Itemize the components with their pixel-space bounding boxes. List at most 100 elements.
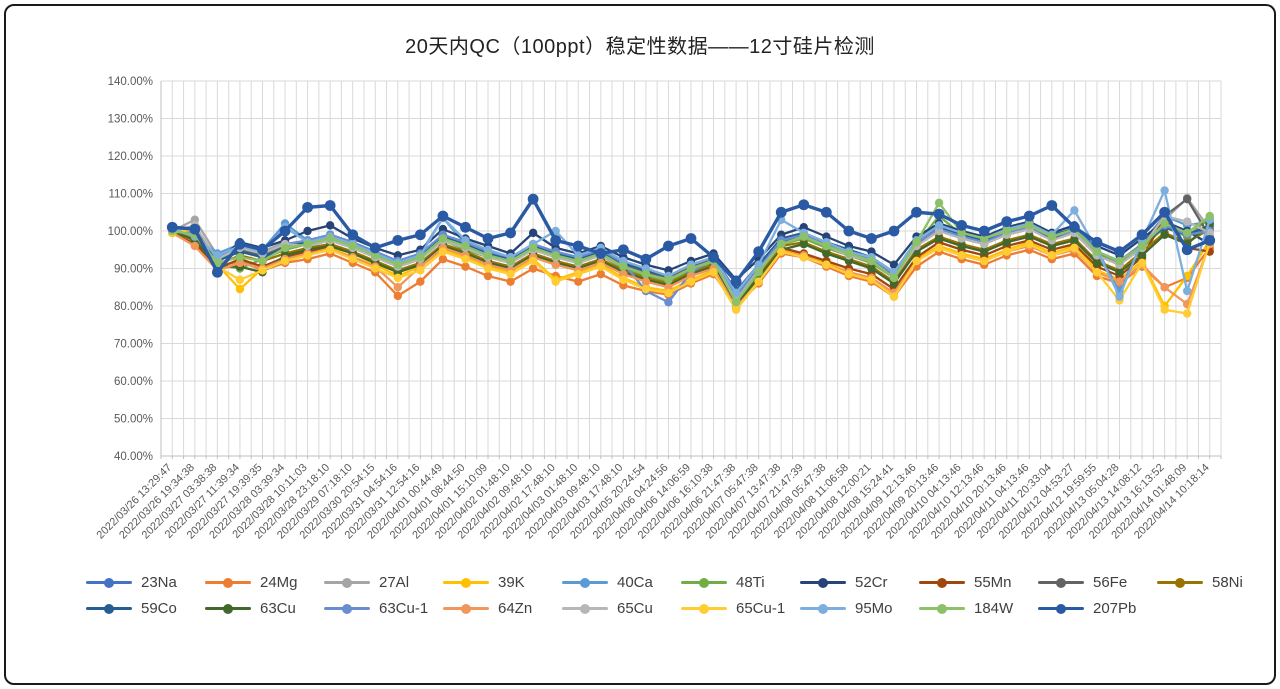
series-marker-184W — [325, 234, 335, 243]
series-marker-207Pb — [482, 233, 494, 244]
legend-swatch-52Cr — [800, 577, 846, 589]
series-marker-184W — [686, 264, 696, 273]
legend-item-64Zn: 64Zn — [443, 600, 562, 617]
legend-swatch-184W — [919, 603, 965, 615]
y-axis-label: 80.00% — [114, 301, 153, 313]
legend-swatch-dot — [937, 577, 947, 588]
series-marker-65Cu-1 — [799, 253, 808, 262]
legend-swatch-dot — [461, 577, 471, 588]
legend-swatch-dot — [1056, 603, 1066, 614]
series-marker-64Zn — [393, 283, 403, 292]
series-207Pb — [166, 193, 1216, 288]
series-marker-65Cu-1 — [934, 243, 944, 253]
series-marker-64Zn — [1115, 277, 1124, 286]
series-marker-184W — [528, 243, 538, 253]
legend-label: 48Ti — [736, 574, 765, 591]
series-marker-64Zn — [641, 277, 651, 286]
series-marker-207Pb — [211, 266, 223, 278]
series-marker-95Mo — [934, 221, 944, 230]
legend-swatch-dot — [1175, 577, 1185, 588]
legend-item-24Mg: 24Mg — [205, 574, 324, 591]
series-marker-65Cu-1 — [844, 269, 854, 279]
series-marker-65Cu-1 — [979, 256, 989, 266]
series-marker-184W — [1182, 228, 1192, 238]
legend-swatch-dot — [461, 603, 471, 614]
series-marker-184W — [438, 234, 448, 243]
series-marker-65Cu-1 — [596, 262, 605, 271]
y-axis-label: 110.00% — [108, 189, 153, 201]
y-axis-label: 90.00% — [114, 264, 153, 276]
series-marker-207Pb — [595, 248, 607, 259]
series-marker-207Pb — [414, 229, 426, 241]
series-marker-207Pb — [527, 193, 539, 205]
series-marker-207Pb — [1204, 234, 1216, 246]
legend-swatch-dot — [818, 603, 828, 614]
y-axis-label: 130.00% — [108, 114, 153, 126]
series-marker-24Mg — [574, 277, 583, 286]
legend-swatch-207Pb — [1038, 603, 1084, 615]
legend-row: 23Na 24Mg 27Al 39K 40Ca 48Ti 52Cr 55Mn 56Fe 58Ni — [6, 574, 1274, 591]
legend-item-207Pb: 207Pb — [1038, 600, 1157, 617]
legend-item-58Ni: 58Ni — [1157, 574, 1276, 591]
series-marker-207Pb — [663, 240, 674, 252]
series-marker-207Pb — [911, 206, 922, 218]
chart-panel: 20天内QC（100ppt）稳定性数据——12寸硅片检测 140.00% 130.… — [4, 4, 1276, 685]
series-marker-184W — [303, 239, 312, 249]
series-marker-63Cu — [1137, 251, 1147, 260]
series-marker-207Pb — [617, 244, 629, 256]
series-marker-52Cr — [528, 228, 538, 238]
series-marker-207Pb — [234, 238, 246, 250]
legend-item-40Ca: 40Ca — [562, 574, 681, 591]
series-marker-39K — [235, 284, 245, 294]
series-marker-184W — [1205, 211, 1214, 221]
legend-item-63Cu-1: 63Cu-1 — [324, 600, 443, 617]
series-marker-207Pb — [866, 233, 877, 244]
series-marker-65Cu-1 — [1002, 247, 1011, 256]
series-marker-207Pb — [460, 221, 471, 233]
series-marker-184W — [912, 238, 921, 247]
series-marker-207Pb — [1001, 216, 1013, 228]
series-marker-207Pb — [730, 276, 742, 288]
series-marker-207Pb — [257, 244, 268, 256]
series-marker-24Mg — [438, 254, 448, 264]
legend-swatch-59Co — [86, 603, 132, 615]
series-184W — [168, 198, 1214, 307]
series-marker-65Cu-1 — [709, 268, 718, 277]
series-marker-63Cu — [1070, 236, 1079, 245]
series-marker-184W — [461, 241, 470, 251]
series-marker-207Pb — [685, 233, 697, 244]
series-marker-207Pb — [1159, 206, 1171, 218]
series-marker-65Cu-1 — [371, 264, 380, 273]
series-marker-95Mo — [731, 288, 741, 298]
legend-item-65Cu: 65Cu — [562, 600, 681, 617]
series-marker-184W — [867, 256, 876, 266]
series-marker-65Cu-1 — [754, 277, 763, 286]
series-marker-63Cu — [799, 239, 808, 249]
y-axis-label: 50.00% — [114, 414, 153, 426]
legend-item-59Co: 59Co — [86, 600, 205, 617]
series-marker-184W — [754, 268, 763, 277]
series-marker-95Mo — [1160, 186, 1169, 195]
legend-swatch-dot — [699, 577, 709, 588]
series-marker-207Pb — [843, 225, 855, 237]
series-marker-184W — [641, 269, 651, 279]
series-marker-207Pb — [1136, 229, 1148, 241]
legend-item-39K: 39K — [443, 574, 562, 591]
series-marker-207Pb — [279, 225, 291, 237]
legend-label: 63Cu-1 — [379, 600, 429, 617]
series-marker-184W — [574, 256, 583, 266]
series-marker-65Cu-1 — [957, 251, 966, 260]
series-marker-52Cr — [889, 260, 899, 269]
series-marker-207Pb — [775, 206, 787, 218]
series-marker-65Cu-1 — [416, 266, 425, 275]
series-marker-64Zn — [190, 241, 200, 251]
series-marker-207Pb — [369, 242, 381, 254]
legend-item-65Cu-1: 65Cu-1 — [681, 600, 800, 617]
series-marker-184W — [551, 251, 560, 260]
series-marker-207Pb — [978, 225, 990, 237]
series-marker-184W — [777, 239, 786, 249]
y-axis-label: 100.00% — [108, 226, 153, 238]
y-axis-label: 60.00% — [114, 376, 153, 388]
series-marker-24Mg — [483, 271, 493, 281]
legend-label: 39K — [498, 574, 525, 591]
